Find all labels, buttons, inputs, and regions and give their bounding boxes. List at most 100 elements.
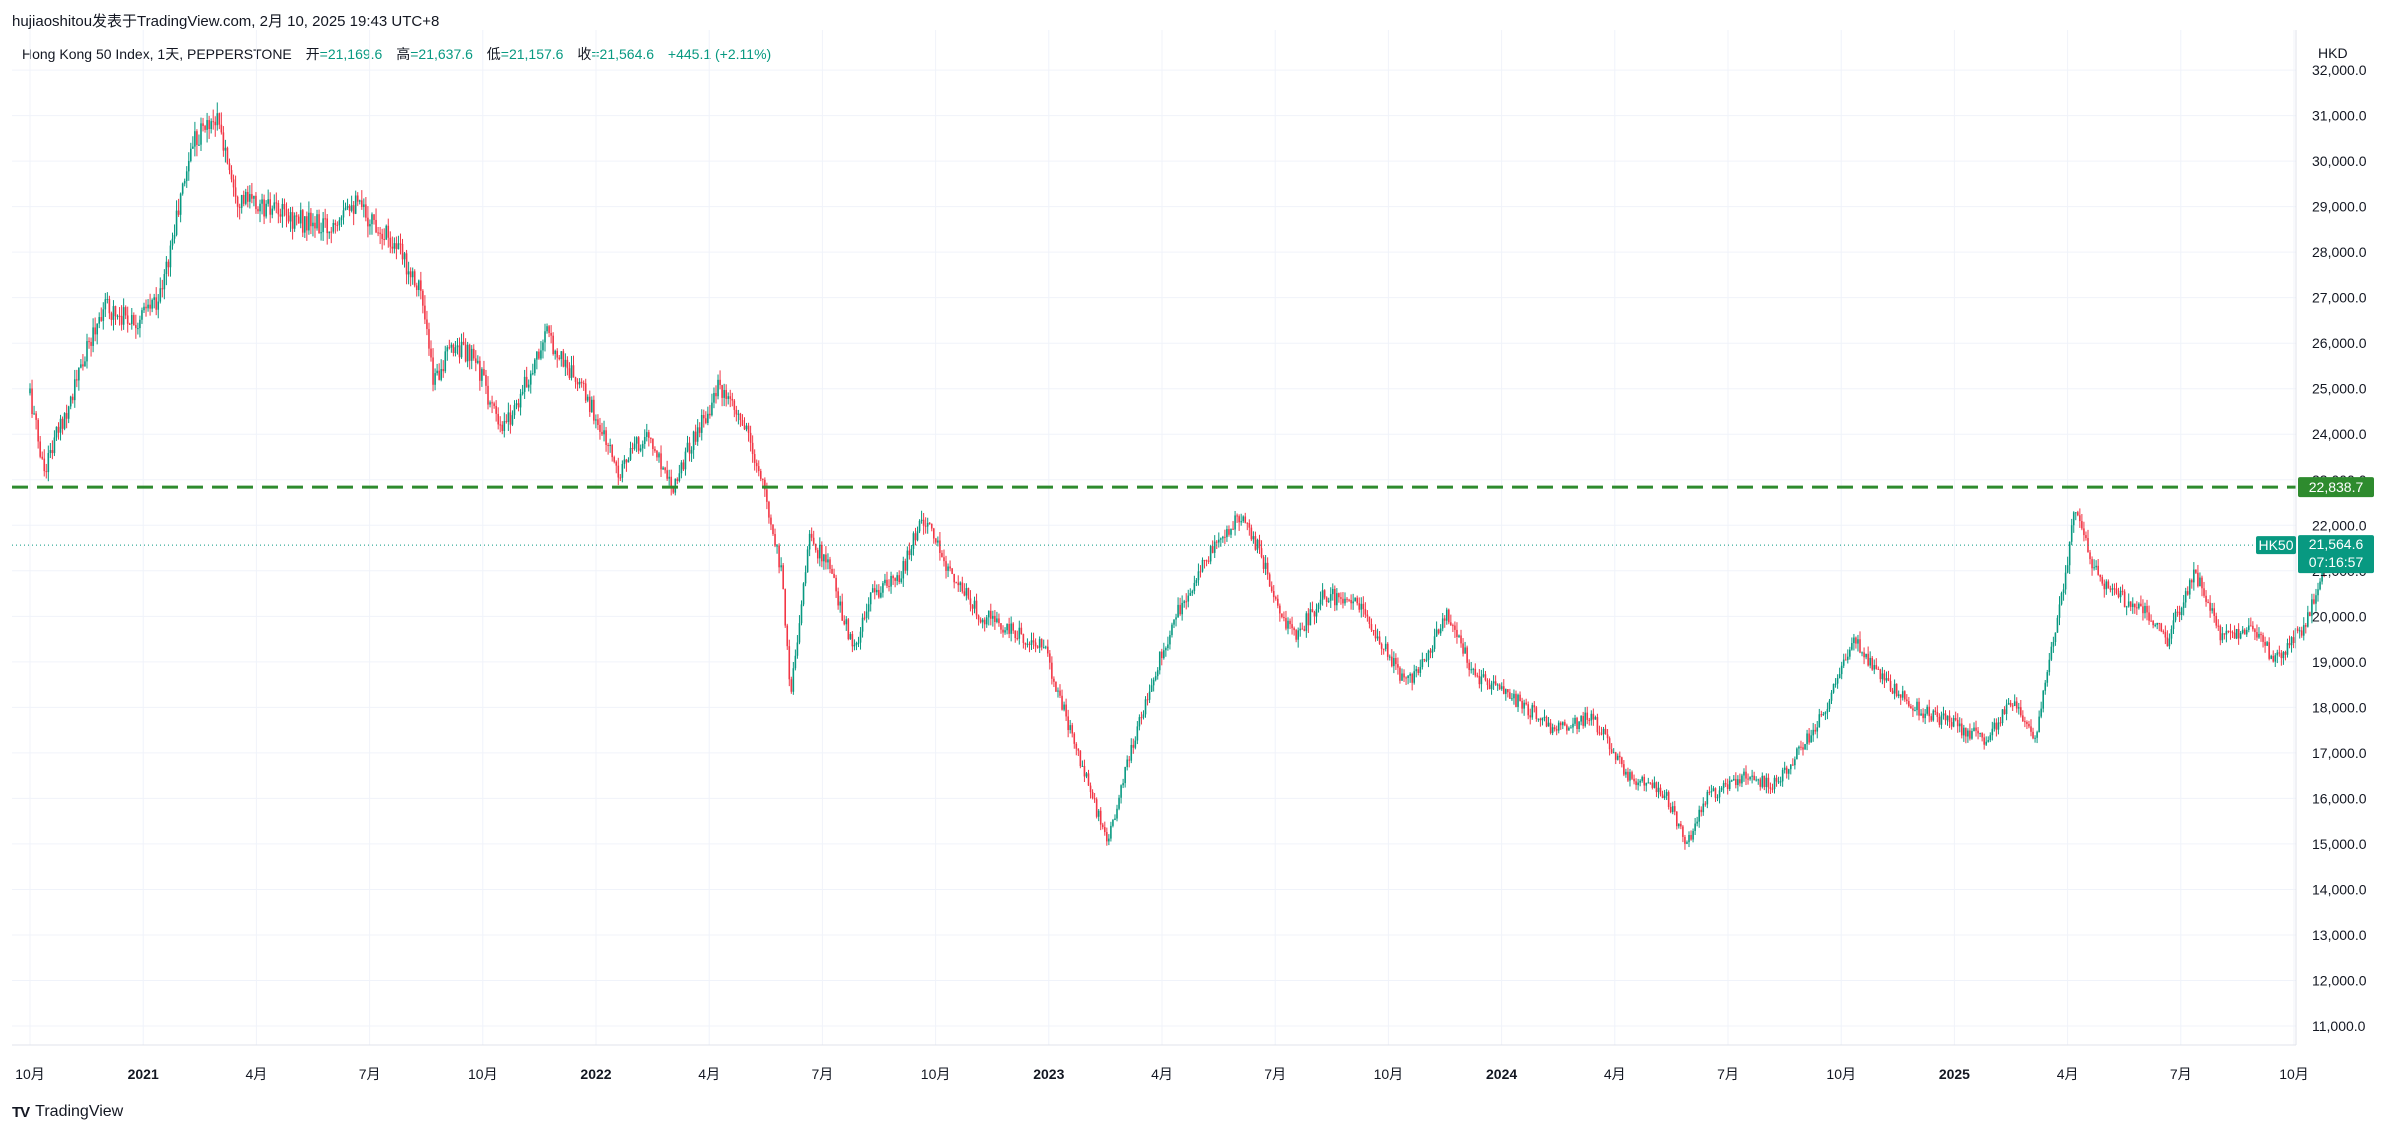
candle-body [1338,593,1340,598]
candle-body [1028,643,1031,645]
candle-body [1270,586,1273,592]
candle-body [2103,583,2106,590]
candle-body [1222,536,1224,539]
candle-body [1761,775,1764,787]
candle-body [442,369,445,372]
candle-body [88,341,90,343]
candle-body [247,191,249,202]
candle-body [153,297,155,300]
candle-body [2026,722,2028,724]
candle-body [1582,716,1584,726]
candle-body [1857,639,1859,644]
candle-body [1944,713,1947,721]
candle-body [2290,637,2293,646]
candle-body [692,431,695,450]
candle-body [1124,767,1126,784]
candle-body [147,304,149,309]
candle-body [1608,738,1611,750]
candle-body [2288,643,2291,646]
candle-body [1189,593,1192,596]
candle-body [397,243,400,250]
candle-body [1244,516,1247,523]
candle-body [96,323,98,335]
candle-body [1824,712,1827,715]
candle-body [1423,659,1426,661]
candle-body [987,610,990,618]
candle-body [1319,599,1322,605]
candle-body [401,244,404,260]
candle-body [1523,702,1525,709]
candle-body [2001,709,2004,723]
candle-body [124,307,127,316]
candle-body [1755,779,1757,781]
candle-body [2315,595,2317,604]
candle-body [179,193,182,215]
candle-body [886,579,888,586]
candle-body [1101,824,1104,828]
candle-body [1914,710,1916,712]
currency-label[interactable]: HKD [2318,45,2348,61]
candle-body [1806,733,1808,745]
candle-body [1871,657,1874,670]
candle-body [1163,650,1165,659]
candle-body [1502,686,1505,694]
candle-body [629,448,632,460]
candle-body [558,357,561,360]
tradingview-footer[interactable]: TV TradingView [12,1103,123,1121]
candle-body [1415,669,1418,672]
candle-body [1156,670,1159,677]
candle-body [485,374,487,386]
candle-body [2221,633,2224,641]
candle-body [2091,559,2093,569]
candle-body [216,113,219,126]
candle-body [1903,691,1906,700]
symbol-line[interactable]: Hong Kong 50 Index, 1天, PEPPERSTONE [22,46,292,62]
candle-body [116,315,119,317]
candle-body [1985,741,1988,745]
candle-body [385,225,388,240]
candle-body [1226,529,1228,538]
candle-body [1150,685,1153,692]
candle-body [1716,797,1719,799]
candle-body [1659,787,1662,795]
candle-body [1215,541,1218,543]
candle-body [660,453,662,470]
candle-body [1413,671,1416,683]
candle-body [896,575,898,581]
candle-body [1765,777,1768,787]
candle-body [882,583,884,593]
candle-body [163,274,166,290]
candle-body [379,232,381,234]
x-tick-label: 2025 [1939,1066,1970,1082]
candle-body [1808,733,1810,743]
candle-body [1553,727,1556,730]
candle-body [688,442,691,454]
candle-body [1975,727,1977,731]
candle-body [1895,683,1898,696]
candle-body [1958,723,1961,727]
candle-body [1429,650,1432,653]
candle-body [821,544,823,562]
y-tick-label: 19,000.0 [2312,654,2367,670]
candle-body [1140,717,1143,719]
candle-body [2129,601,2132,607]
candle-body [599,424,601,432]
candle-body [1908,701,1910,707]
candle-body [627,459,630,463]
candle-body [2160,623,2163,632]
candle-body [1342,598,1344,604]
candle-body [1201,559,1204,572]
candle-body [1602,728,1605,735]
candle-body [1912,708,1914,711]
candle-body [407,271,410,275]
candle-body [1075,743,1078,749]
candle-body [1466,647,1468,663]
candle-body [198,144,200,146]
y-tick-label: 26,000.0 [2312,335,2367,351]
x-tick-label: 10月 [921,1066,951,1082]
candle-body [863,617,866,619]
candle-body [1049,653,1051,663]
candle-body [731,398,734,401]
candle-body [1865,653,1867,658]
